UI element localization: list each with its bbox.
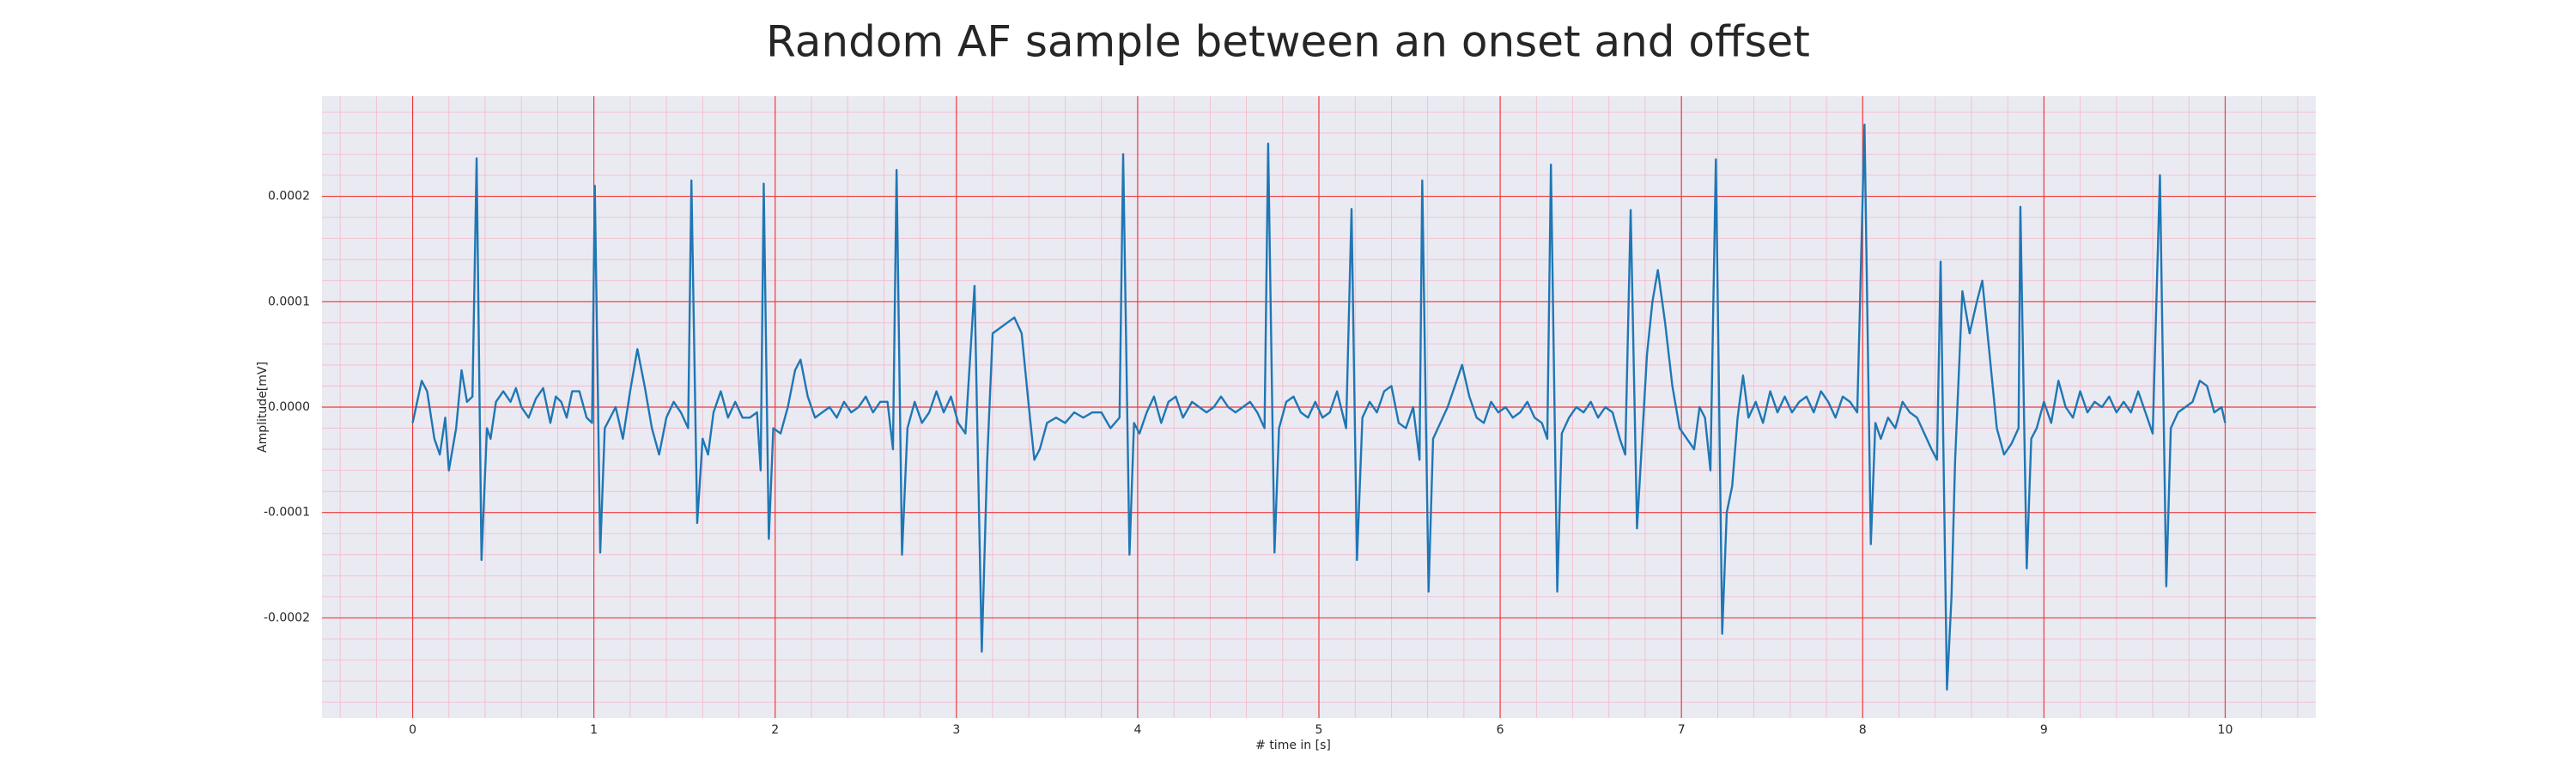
x-tick-label: 7: [1678, 723, 1686, 737]
y-tick-label: 0.0001: [268, 295, 310, 308]
x-tick-label: 8: [1859, 723, 1867, 737]
x-tick-label: 9: [2040, 723, 2048, 737]
x-tick-label: 6: [1497, 723, 1504, 737]
x-tick-label: 3: [952, 723, 960, 737]
x-tick-label: 1: [590, 723, 598, 737]
signal-line: [411, 123, 2227, 691]
x-tick-label: 2: [771, 723, 779, 737]
x-tick-label: 4: [1133, 723, 1141, 737]
chart-title: Random AF sample between an onset and of…: [766, 17, 1810, 67]
y-tick-label: -0.0002: [264, 611, 310, 624]
x-tick-label: 5: [1315, 723, 1323, 737]
x-axis-label: # time in [s]: [1255, 739, 1331, 752]
y-tick-label: -0.0001: [264, 506, 310, 520]
x-tick-label: 0: [409, 723, 416, 737]
x-tick-label: 10: [2218, 723, 2233, 737]
y-tick-label: 0.0002: [268, 190, 310, 204]
y-axis-label: Amplitude[mV]: [256, 362, 270, 453]
y-tick-label: 0.0000: [268, 400, 310, 414]
